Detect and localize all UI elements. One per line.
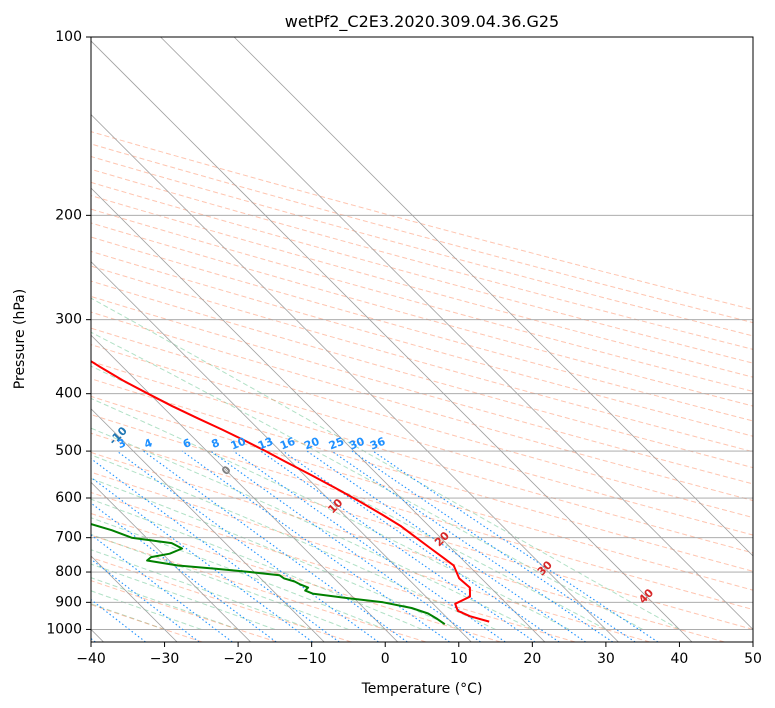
mixing-ratio-label: 8 — [210, 436, 222, 451]
dry-adiabat-line — [91, 236, 753, 422]
mixing-ratio-label: 36 — [368, 435, 387, 453]
moist-adiabat-line — [91, 517, 386, 630]
dry-adiabat-line — [91, 491, 576, 642]
mixing-ratio-line — [372, 450, 659, 642]
dry-adiabat-line — [91, 181, 753, 364]
dry-adiabat-line — [91, 395, 753, 591]
x-tick-label: 0 — [381, 651, 390, 667]
isotherm-line — [91, 40, 693, 642]
y-axis-label: Pressure (hPa) — [12, 289, 28, 389]
y-tick-label: 200 — [55, 207, 82, 223]
isotherm-line — [91, 334, 399, 642]
mixing-ratio-line — [351, 450, 636, 642]
y-axis-ticks: 100 200 300 400 500 600 700 800 900 1000 — [46, 29, 91, 637]
mixing-ratio-label: 10 — [229, 435, 248, 453]
dry-adiabat-line — [91, 414, 753, 611]
mixing-ratio-labels: 0.10.20.40.611.52346810131620253036 — [91, 435, 388, 453]
dry-adiabat-line — [91, 208, 753, 392]
mixing-ratio-line — [91, 458, 340, 642]
moist-adiabat-line — [91, 477, 459, 630]
x-tick-label: −30 — [150, 651, 180, 667]
dry-adiabat-line — [91, 451, 725, 642]
dry-adiabat-line — [91, 360, 753, 554]
y-tick-label: 600 — [55, 490, 82, 506]
x-tick-label: −40 — [76, 651, 106, 667]
isotherm-line — [91, 187, 546, 642]
dry-adiabat-line — [91, 311, 753, 502]
mixing-ratio-line — [91, 558, 200, 642]
mixing-ratio-line — [181, 450, 450, 642]
moist-adiabat-line — [91, 331, 643, 630]
moist-adiabat-line — [91, 454, 496, 630]
dry-adiabat-line — [91, 471, 650, 642]
mixing-ratio-label: 30 — [347, 435, 366, 453]
x-tick-label: 40 — [671, 651, 689, 667]
isotherm-line — [233, 37, 753, 557]
x-axis-label: Temperature (°C) — [361, 681, 483, 697]
x-axis-ticks: −40 −30 −20 −10 0 10 20 30 40 50 — [76, 642, 762, 667]
y-tick-label: 900 — [55, 594, 82, 610]
dry-adiabat-line — [91, 168, 753, 350]
mixing-ratio-label: 20 — [302, 435, 321, 453]
pressure-gridlines — [91, 37, 753, 630]
dry-adiabat-line — [91, 378, 753, 572]
sounding-profiles — [91, 360, 490, 626]
x-tick-label: 10 — [450, 651, 468, 667]
chart-title: wetPf2_C2E3.2020.309.04.36.G25 — [285, 12, 559, 32]
x-tick-label: −10 — [297, 651, 327, 667]
mixing-ratio-line — [260, 450, 536, 642]
isotherm-lines — [91, 37, 753, 642]
mixing-ratio-label: 16 — [278, 435, 297, 453]
mixing-ratio-label: 13 — [256, 435, 275, 453]
dry-adiabat-line — [91, 432, 753, 630]
moist-adiabat-line — [91, 397, 570, 630]
dry-adiabat-line — [91, 280, 753, 469]
mixing-ratio-line — [143, 450, 408, 642]
y-tick-label: 400 — [55, 386, 82, 402]
isotherm-line — [91, 481, 251, 642]
x-tick-label: 50 — [744, 651, 762, 667]
y-tick-label: 100 — [55, 29, 82, 45]
mixing-ratio-line — [91, 534, 233, 642]
isotherm-line — [91, 261, 472, 642]
x-tick-label: 30 — [597, 651, 615, 667]
mixing-ratio-line — [116, 450, 379, 642]
dry-adiabat-line — [91, 250, 753, 437]
plot-contents: -100-90-80-70-60-50-40-30-20-10010203040… — [91, 37, 753, 642]
isotherm-line — [160, 37, 753, 631]
moist-adiabat-line — [91, 427, 533, 630]
y-tick-label: 500 — [55, 443, 82, 459]
temperature-profile — [91, 360, 490, 623]
dry-adiabat-line — [91, 534, 427, 642]
y-tick-label: 800 — [55, 564, 82, 580]
moist-adiabat-line — [91, 549, 312, 630]
plot-frame — [90, 36, 754, 643]
mixing-ratio-line — [210, 450, 481, 642]
mixing-ratio-line — [233, 450, 506, 642]
mixing-ratio-label: 3 — [116, 436, 128, 451]
dewpoint-profile — [91, 523, 446, 626]
x-tick-label: −20 — [223, 651, 253, 667]
y-tick-label: 700 — [55, 530, 82, 546]
y-tick-label: 1000 — [46, 621, 82, 637]
moist-adiabat-line — [91, 563, 276, 630]
x-tick-label: 20 — [523, 651, 541, 667]
moist-adiabat-line — [91, 297, 680, 630]
isotherm-line — [91, 113, 619, 642]
isotherm-line — [91, 408, 325, 642]
mixing-ratio-label: 25 — [327, 435, 346, 453]
y-tick-label: 300 — [55, 312, 82, 328]
